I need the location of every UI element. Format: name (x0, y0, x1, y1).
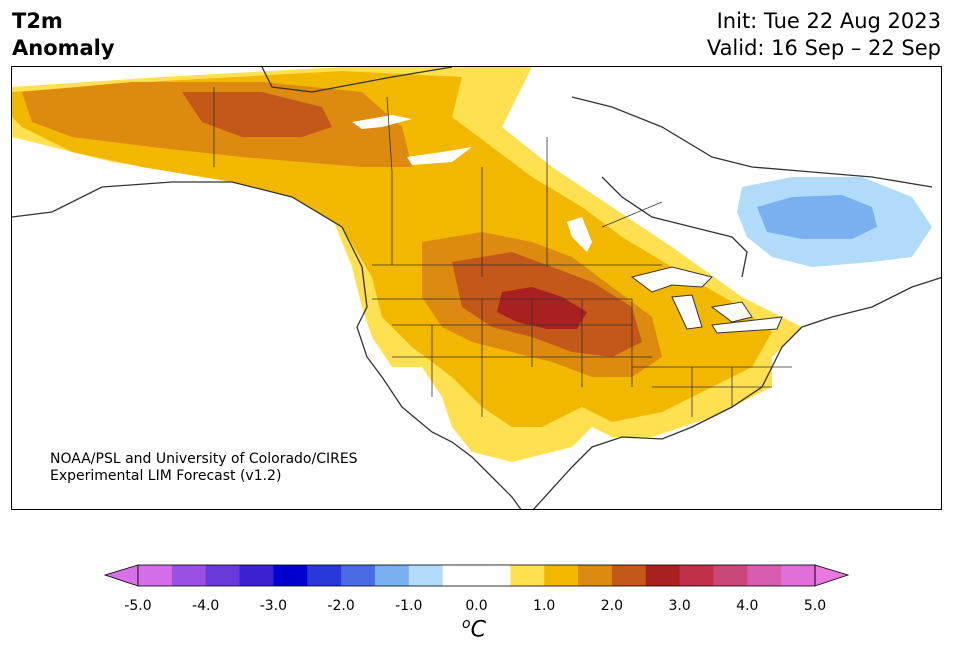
colorbar-cell (476, 565, 511, 586)
colorbar-frame (137, 564, 816, 587)
colorbar-cells (138, 565, 816, 586)
colorbar-cell (171, 565, 207, 586)
map-canvas (12, 67, 941, 509)
colorbar-cell (645, 565, 681, 586)
lake (407, 147, 472, 165)
state-borders (213, 87, 792, 417)
colorbar-cell (205, 565, 241, 586)
colorbar-cell (713, 565, 748, 586)
anomaly-region-2-5 (497, 287, 587, 329)
colorbar-over-arrow (814, 564, 850, 587)
credit-line-1: NOAA/PSL and University of Colorado/CIRE… (50, 451, 358, 467)
colorbar-tick-label: 2.0 (600, 598, 624, 614)
colorbar-cell (374, 565, 410, 586)
credit-text: NOAA/PSL and University of Colorado/CIRE… (50, 451, 358, 485)
colorbar-cell (273, 565, 308, 586)
colorbar-cell (138, 565, 173, 586)
lake (352, 115, 412, 129)
colorbar-cell (307, 565, 342, 586)
title-line-2: Anomaly (12, 36, 115, 60)
colorbar-cell (239, 565, 274, 586)
colorbar-cell (544, 565, 579, 586)
credit-line-2: Experimental LIM Forecast (v1.2) (50, 468, 282, 484)
colorbar-tick-label: -1.0 (395, 598, 423, 614)
colorbar-tick-label: 3.0 (668, 598, 691, 614)
colorbar-cell (781, 565, 816, 586)
colorbar-under-arrow (103, 564, 139, 587)
colorbar-tick-label: 0.0 (465, 598, 488, 614)
colorbar-cell (442, 565, 477, 586)
colorbar-unit: oC (462, 616, 486, 642)
lake (567, 217, 592, 252)
init-date: Init: Tue 22 Aug 2023 (716, 9, 941, 33)
colorbar-cell (747, 565, 782, 586)
colorbar-tick-label: -3.0 (259, 598, 288, 614)
valid-range: Valid: 16 Sep – 22 Sep (706, 36, 941, 60)
unit-degree: o (462, 616, 471, 632)
title-line-1: T2m (12, 9, 63, 33)
colorbar-tick-label: 1.0 (533, 598, 556, 614)
colorbar-cell (679, 565, 714, 586)
colorbar-cell (611, 565, 647, 586)
colorbar-cell (341, 565, 376, 586)
colorbar-tick-label: 4.0 (736, 598, 759, 614)
colorbar-cell (408, 565, 444, 586)
map-title: T2m Anomaly (12, 8, 115, 62)
colorbar-tick-label: -2.0 (327, 598, 355, 614)
anomaly-map: NOAA/PSL and University of Colorado/CIRE… (11, 66, 942, 510)
great-lakes (630, 266, 783, 334)
forecast-dates: Init: Tue 22 Aug 2023 Valid: 16 Sep – 22… (707, 8, 941, 62)
colorbar-tick-label: 5.0 (803, 598, 827, 614)
colorbar-cell (578, 565, 613, 586)
colorbar-tick-label: -5.0 (124, 598, 152, 614)
colorbar-cell (510, 565, 545, 586)
colorbar (103, 564, 850, 587)
colorbar-tick-label: -4.0 (192, 598, 220, 614)
anomaly-region-neg-1-0 (757, 195, 877, 239)
unit-letter: C (470, 617, 486, 643)
